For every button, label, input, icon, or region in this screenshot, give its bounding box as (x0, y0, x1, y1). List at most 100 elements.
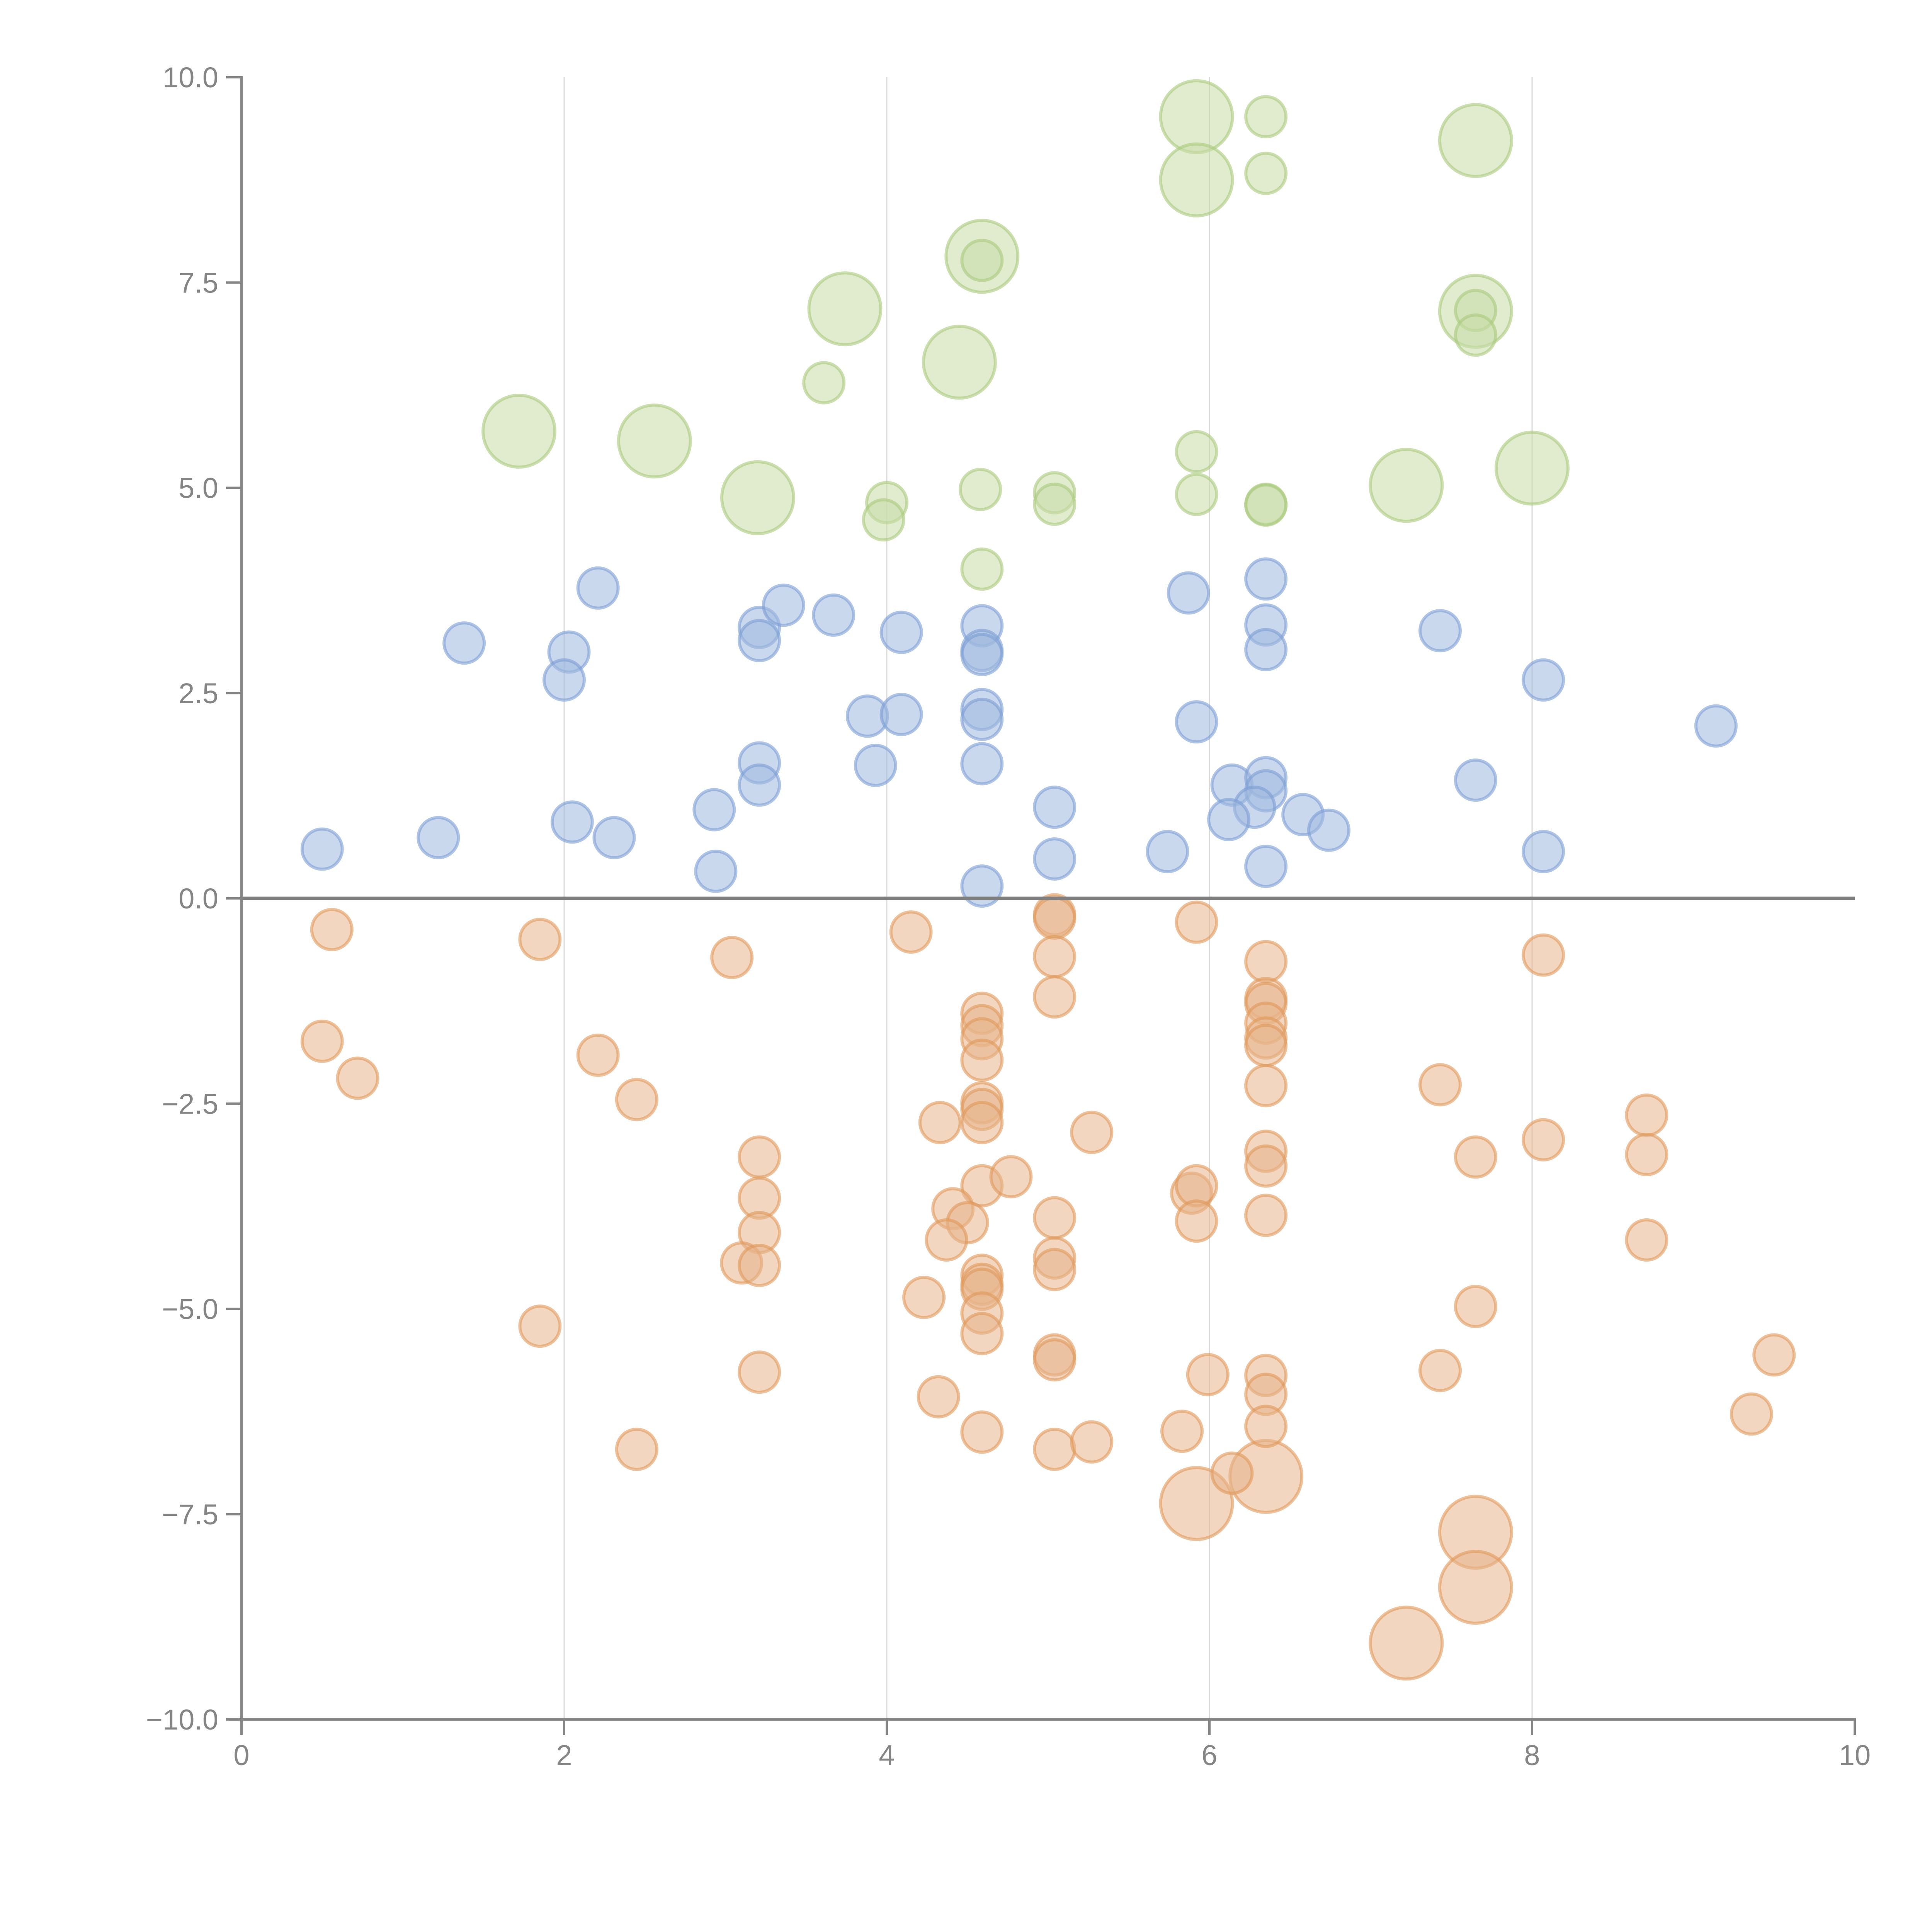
data-point-green (481, 393, 557, 469)
x-tick-label: 10 (1839, 1739, 1871, 1771)
data-point-orange (1186, 1353, 1230, 1396)
data-point-blue (812, 593, 855, 637)
x-tick-label: 8 (1524, 1739, 1540, 1771)
y-tick-label: −2.5 (162, 1088, 218, 1120)
data-point-blue (762, 583, 805, 627)
data-point-green (1454, 313, 1497, 357)
x-tick-label: 4 (879, 1739, 895, 1771)
data-point-orange (1454, 1135, 1497, 1179)
data-point-orange (1522, 1118, 1565, 1162)
data-point-blue (417, 816, 460, 859)
data-point-green (1495, 430, 1570, 506)
series-orange (300, 893, 1796, 1681)
data-point-orange (1210, 1451, 1254, 1495)
data-point-blue (300, 827, 344, 871)
data-point-blue (592, 816, 636, 859)
data-point-blue (442, 621, 486, 665)
data-point-orange (1438, 1549, 1513, 1625)
series-blue (300, 557, 1738, 908)
data-point-orange (710, 936, 754, 979)
data-point-green (1159, 142, 1234, 218)
x-tick-label: 0 (233, 1739, 249, 1771)
data-point-blue (1418, 609, 1462, 653)
data-point-orange (1418, 1063, 1462, 1107)
data-point-green (1244, 151, 1288, 195)
y-tick-label: 7.5 (179, 267, 218, 299)
data-point-orange (1070, 1111, 1114, 1154)
data-point-orange (925, 1218, 968, 1262)
data-point-orange (1244, 940, 1288, 983)
data-point-blue (1522, 830, 1565, 873)
data-point-orange (1033, 1338, 1077, 1382)
data-point-orange (1369, 1605, 1444, 1681)
data-point-green (1369, 448, 1444, 523)
data-point-orange (1033, 1427, 1077, 1471)
data-point-orange (738, 1135, 781, 1179)
data-point-orange (1752, 1333, 1796, 1377)
data-point-blue (960, 633, 1004, 676)
data-point-orange (960, 1410, 1004, 1454)
data-point-orange (1175, 1199, 1218, 1243)
data-point-orange (738, 1350, 781, 1394)
data-point-blue (879, 693, 923, 736)
data-point-orange (1244, 1194, 1288, 1237)
data-point-orange (1625, 1094, 1668, 1137)
data-point-blue (694, 849, 738, 893)
data-point-green (862, 498, 905, 542)
data-point-orange (1625, 1218, 1668, 1262)
data-point-blue (1244, 628, 1288, 672)
data-point-green (959, 468, 1002, 511)
data-point-orange (518, 1304, 562, 1348)
y-tick-label: 5.0 (179, 472, 218, 504)
data-point-blue (1033, 837, 1077, 881)
data-point-blue (854, 743, 897, 787)
data-point-blue (1167, 571, 1210, 615)
data-point-blue (1175, 700, 1218, 744)
data-point-blue (1244, 557, 1288, 601)
data-point-orange (918, 1101, 962, 1145)
data-point-orange (1730, 1392, 1773, 1436)
y-tick-label: −7.5 (162, 1498, 218, 1531)
data-point-green (1244, 483, 1288, 527)
data-point-orange (1160, 1410, 1204, 1453)
data-point-orange (989, 1155, 1033, 1199)
data-point-green (807, 271, 883, 347)
data-point-orange (1033, 1248, 1077, 1291)
data-point-blue (738, 763, 781, 807)
data-point-green (617, 403, 692, 479)
y-tick-label: −5.0 (162, 1293, 218, 1325)
data-point-blue (1207, 798, 1251, 841)
data-point-blue (960, 697, 1004, 741)
data-point-orange (336, 1056, 379, 1100)
data-point-orange (615, 1427, 658, 1471)
data-point-orange (960, 1312, 1004, 1355)
data-point-orange (310, 908, 354, 951)
data-point-blue (1694, 704, 1738, 748)
data-point-blue (960, 742, 1004, 786)
data-point-green (922, 325, 997, 400)
data-point-blue (543, 658, 586, 702)
data-point-orange (1033, 975, 1077, 1019)
data-point-orange (917, 1375, 960, 1418)
series-green (481, 79, 1570, 591)
data-point-orange (1244, 1144, 1288, 1188)
x-tick-label: 6 (1201, 1739, 1217, 1771)
data-point-blue (1244, 845, 1288, 888)
data-point-orange (1244, 1024, 1288, 1067)
data-point-orange (1244, 1405, 1288, 1448)
data-point-blue (1146, 830, 1189, 873)
x-axis-ticks: 0 2 4 6 8 10 (233, 1719, 1871, 1771)
data-point-orange (902, 1276, 946, 1319)
data-point-green (1159, 79, 1234, 154)
data-point-green (1175, 430, 1218, 473)
y-tick-label: 2.5 (179, 677, 218, 709)
data-point-green (802, 361, 846, 405)
data-point-blue (738, 619, 781, 662)
data-point-blue (550, 800, 594, 844)
data-point-blue (1033, 786, 1077, 829)
data-point-orange (1418, 1349, 1462, 1392)
data-point-blue (576, 566, 620, 610)
data-point-blue (960, 864, 1004, 908)
data-point-orange (300, 1019, 344, 1063)
